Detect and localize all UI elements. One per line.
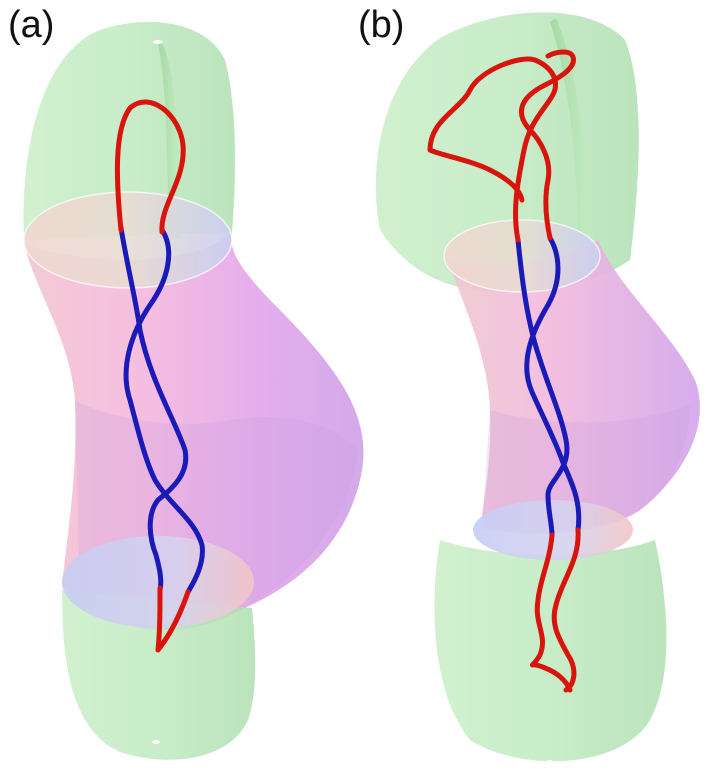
panel-b-strand-inner-left bbox=[515, 237, 570, 538]
panel-b-strand-inner-right bbox=[524, 235, 582, 533]
panel-b-bottom-cap bbox=[434, 540, 667, 762]
panel-label-a: (a) bbox=[8, 4, 55, 46]
panel-a-strand-outer-bottom bbox=[155, 585, 191, 653]
panel-a-upper-interface-disc bbox=[24, 192, 232, 288]
panel-a-speck-bottom bbox=[152, 740, 160, 744]
panel-b bbox=[375, 12, 700, 764]
panel-b-strand-outer-bottom bbox=[529, 527, 581, 693]
panel-a-strand-inner-left bbox=[118, 225, 189, 593]
panel-a-upper-interface-rim bbox=[23, 191, 233, 289]
panel-b-top-cap-wall bbox=[550, 18, 590, 248]
panel-a-middle-body bbox=[24, 232, 364, 631]
panel-a-top-cap bbox=[23, 21, 236, 240]
panel-a-speck-top bbox=[153, 40, 163, 44]
panel-a-strand-outer-top bbox=[114, 99, 186, 235]
panel-b-body-shade bbox=[482, 405, 690, 531]
panel-a-strand-inner-right bbox=[123, 227, 205, 595]
panel-b-middle-body bbox=[448, 240, 700, 534]
panel-a-bottom-cap bbox=[62, 590, 256, 760]
panel-b-speck-bottom bbox=[546, 760, 554, 764]
panel-a-lower-interface-disc bbox=[62, 536, 254, 628]
panel-b-strand-outer-top bbox=[427, 49, 576, 243]
panel-label-b: (b) bbox=[358, 4, 405, 46]
panel-a bbox=[23, 21, 364, 760]
